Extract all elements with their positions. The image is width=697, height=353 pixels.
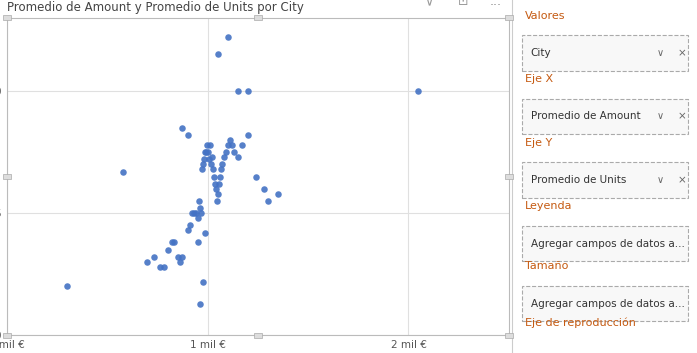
- Point: [232, 154, 243, 160]
- Text: Agregar campos de datos a...: Agregar campos de datos a...: [531, 299, 684, 309]
- Point: [212, 52, 223, 57]
- Point: [211, 198, 222, 204]
- Point: [215, 166, 227, 172]
- Point: [208, 174, 220, 179]
- FancyBboxPatch shape: [521, 286, 688, 321]
- Point: [190, 210, 201, 216]
- Text: ×: ×: [678, 48, 687, 58]
- Text: Promedio de Units: Promedio de Units: [531, 175, 626, 185]
- Point: [176, 125, 187, 131]
- Point: [61, 284, 72, 289]
- Text: ⊡: ⊡: [458, 0, 468, 8]
- Point: [182, 227, 193, 233]
- FancyBboxPatch shape: [521, 99, 688, 134]
- Point: [218, 154, 229, 160]
- Point: [243, 132, 254, 138]
- Text: Leyenda: Leyenda: [526, 201, 573, 211]
- Point: [199, 149, 210, 155]
- Point: [201, 142, 213, 148]
- Point: [166, 240, 177, 245]
- Text: Promedio de Amount y Promedio de Units por City: Promedio de Amount y Promedio de Units p…: [7, 1, 304, 14]
- Point: [200, 149, 211, 155]
- Point: [202, 149, 213, 155]
- Point: [192, 240, 204, 245]
- FancyBboxPatch shape: [521, 162, 688, 198]
- Text: ...: ...: [489, 0, 501, 8]
- Point: [205, 161, 216, 167]
- FancyBboxPatch shape: [521, 226, 688, 261]
- Point: [154, 264, 165, 270]
- Point: [118, 169, 129, 174]
- Point: [259, 186, 270, 192]
- Point: [162, 247, 173, 253]
- Point: [210, 186, 222, 192]
- Point: [250, 174, 261, 179]
- Point: [168, 240, 179, 245]
- Text: ∨: ∨: [657, 48, 664, 58]
- Point: [182, 132, 193, 138]
- Point: [198, 157, 209, 162]
- Point: [224, 137, 236, 143]
- Point: [207, 166, 218, 172]
- Point: [273, 191, 284, 196]
- Point: [148, 254, 159, 260]
- Point: [232, 88, 243, 94]
- Text: ∨: ∨: [657, 175, 664, 185]
- Point: [203, 157, 214, 162]
- Point: [186, 210, 197, 216]
- Point: [262, 198, 273, 204]
- Point: [216, 161, 227, 167]
- FancyBboxPatch shape: [521, 35, 688, 71]
- Point: [197, 161, 208, 167]
- Point: [174, 259, 185, 265]
- Point: [196, 166, 207, 172]
- Point: [194, 205, 205, 211]
- Point: [172, 254, 183, 260]
- Text: Eje X: Eje X: [526, 74, 553, 84]
- Point: [197, 279, 208, 285]
- Point: [220, 149, 231, 155]
- Point: [188, 210, 199, 216]
- Point: [214, 174, 225, 179]
- Text: ⊽: ⊽: [424, 0, 434, 8]
- Point: [222, 142, 233, 148]
- Point: [194, 301, 205, 306]
- Point: [209, 181, 220, 187]
- Text: Eje de reproducción: Eje de reproducción: [526, 318, 636, 328]
- Text: City: City: [531, 48, 551, 58]
- Point: [199, 230, 210, 235]
- Point: [243, 88, 254, 94]
- Point: [192, 215, 204, 221]
- Point: [184, 222, 195, 228]
- Point: [206, 154, 217, 160]
- Text: ×: ×: [678, 112, 687, 121]
- Point: [222, 34, 233, 40]
- Point: [193, 198, 204, 204]
- Text: Valores: Valores: [526, 11, 566, 20]
- Point: [204, 142, 215, 148]
- Text: Tamaño: Tamaño: [526, 261, 569, 271]
- Point: [142, 259, 153, 265]
- Point: [413, 88, 424, 94]
- Point: [176, 254, 187, 260]
- Point: [195, 210, 206, 216]
- Text: ×: ×: [678, 175, 687, 185]
- Text: Eje Y: Eje Y: [526, 138, 553, 148]
- Point: [227, 142, 238, 148]
- Point: [236, 142, 247, 148]
- Point: [213, 181, 224, 187]
- Text: Agregar campos de datos a...: Agregar campos de datos a...: [531, 239, 684, 249]
- Point: [212, 191, 223, 196]
- Point: [158, 264, 169, 270]
- Text: ∨: ∨: [657, 112, 664, 121]
- Point: [228, 149, 239, 155]
- Text: Promedio de Amount: Promedio de Amount: [531, 112, 641, 121]
